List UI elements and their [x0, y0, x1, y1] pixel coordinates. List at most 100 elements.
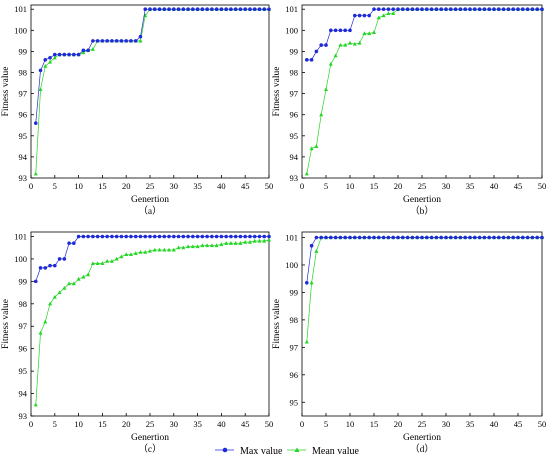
- data-point-mean: [143, 249, 148, 254]
- data-point-max: [535, 7, 539, 12]
- data-point-mean: [262, 238, 267, 243]
- data-point-max: [405, 7, 410, 12]
- data-point-max: [396, 235, 400, 240]
- data-point-mean: [238, 241, 243, 245]
- data-point-max: [138, 234, 143, 239]
- data-point-max: [129, 234, 133, 239]
- data-point-max: [95, 234, 100, 239]
- data-point-mean: [33, 171, 38, 176]
- data-point-max: [439, 235, 444, 240]
- data-point-mean: [386, 11, 391, 16]
- data-point-max: [458, 235, 463, 240]
- data-point-max: [348, 235, 352, 240]
- data-point-mean: [43, 63, 48, 68]
- data-point-mean: [348, 40, 352, 45]
- data-point-mean: [52, 294, 57, 299]
- data-point-max: [420, 235, 424, 240]
- data-point-max: [124, 234, 128, 239]
- y-tick-label: 100: [14, 25, 27, 35]
- data-point-max: [67, 241, 71, 246]
- data-point-max: [482, 7, 487, 12]
- y-tick-label: 94: [19, 152, 28, 162]
- data-point-max: [324, 235, 328, 240]
- data-point-max: [167, 7, 171, 12]
- data-point-max: [238, 7, 243, 12]
- data-point-mean: [367, 31, 372, 36]
- data-point-max: [243, 234, 247, 239]
- data-point-max: [314, 49, 319, 54]
- y-tick-label: 97: [290, 89, 299, 99]
- data-point-max: [76, 234, 81, 239]
- data-point-mean: [252, 238, 257, 243]
- data-point-mean: [76, 276, 81, 281]
- data-point-max: [362, 235, 367, 240]
- y-tick-label: 101: [285, 4, 298, 14]
- data-point-max: [511, 235, 515, 240]
- data-point-max: [252, 7, 257, 12]
- panel-caption: （c）: [138, 443, 161, 455]
- data-point-max: [148, 7, 152, 12]
- data-point-mean: [167, 247, 172, 252]
- data-point-max: [233, 234, 238, 239]
- data-point-max: [324, 43, 328, 47]
- legend-max-label: Max value: [240, 446, 283, 457]
- data-point-max: [449, 7, 453, 12]
- legend-max-marker: [222, 447, 228, 453]
- x-tick-label: 35: [466, 181, 475, 191]
- data-point-max: [525, 7, 530, 12]
- data-point-mean: [352, 41, 357, 46]
- y-tick-label: 100: [285, 260, 298, 270]
- x-tick-label: 10: [74, 419, 83, 429]
- y-tick-label: 96: [290, 110, 299, 120]
- data-point-mean: [38, 87, 43, 91]
- data-point-max: [195, 234, 200, 239]
- data-point-mean: [200, 243, 205, 248]
- data-point-max: [477, 235, 482, 240]
- data-point-mean: [243, 239, 248, 244]
- data-point-max: [468, 235, 472, 240]
- x-tick-label: 30: [170, 419, 179, 429]
- x-tick-label: 15: [98, 181, 107, 191]
- data-point-max: [477, 7, 482, 12]
- chart-panel-a: 0 5 10 15 20 25 30 35 40 45 50 93 94 95 96 97 98 99 100 101…: [1, 4, 273, 217]
- series-line-mean: [35, 8, 269, 174]
- y-tick-label: 94: [19, 389, 28, 399]
- y-tick-label: 98: [19, 68, 28, 78]
- data-point-mean: [309, 280, 314, 285]
- data-point-max: [229, 234, 233, 239]
- plot-frame-c: [30, 231, 270, 417]
- data-point-max: [357, 13, 362, 18]
- data-point-max: [38, 68, 43, 73]
- data-point-max: [463, 7, 468, 12]
- data-point-mean: [357, 40, 362, 45]
- data-point-max: [219, 7, 224, 12]
- data-point-max: [333, 235, 338, 240]
- plot-frame-d: [301, 231, 543, 417]
- data-point-max: [72, 241, 76, 246]
- data-point-max: [119, 234, 124, 239]
- data-point-max: [262, 7, 267, 12]
- data-point-mean: [328, 61, 333, 66]
- data-point-mean: [119, 254, 124, 259]
- data-point-max: [521, 7, 525, 12]
- panels: 0 5 10 15 20 25 30 35 40 45 5093949596979899100101…: [1, 4, 546, 455]
- data-point-max: [415, 235, 420, 240]
- data-point-mean: [381, 13, 386, 18]
- chart-panel-c: 0 5 10 15 20 25 30 35 40 45 50 93 94 95 96 97 98 99 100 101…: [1, 231, 273, 455]
- data-point-max: [229, 7, 233, 12]
- x-tick-label: 5: [324, 181, 328, 191]
- y-tick-label: 95: [290, 397, 299, 407]
- data-point-max: [219, 234, 224, 239]
- data-point-max: [329, 235, 333, 240]
- y-tick-label: 98: [290, 68, 299, 78]
- legend-item-mean: Mean value: [287, 446, 359, 457]
- data-point-max: [91, 39, 95, 43]
- data-point-max: [186, 7, 190, 12]
- data-point-max: [434, 235, 439, 240]
- data-point-max: [114, 39, 119, 43]
- y-tick-label: 98: [290, 315, 299, 325]
- data-point-mean: [162, 247, 167, 252]
- data-point-max: [353, 13, 357, 18]
- data-point-mean: [71, 281, 76, 286]
- y-tick-label: 97: [19, 89, 28, 99]
